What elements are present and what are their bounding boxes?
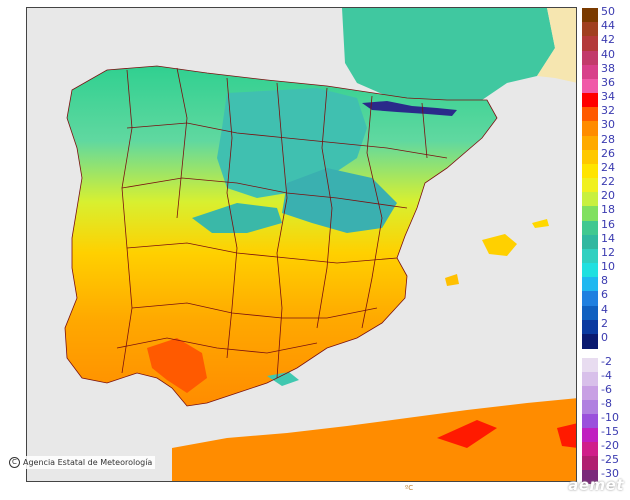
- legend-swatch: [582, 333, 598, 349]
- legend-label: -30: [601, 467, 619, 480]
- legend-swatch: [582, 8, 598, 23]
- legend-label: 10: [601, 260, 615, 273]
- legend-swatch: [582, 470, 598, 484]
- legend-swatch: [582, 149, 598, 165]
- legend-label: 36: [601, 75, 615, 89]
- legend-label: 6: [601, 288, 608, 302]
- legend-label: -20: [601, 439, 619, 452]
- temperature-map: [26, 7, 577, 482]
- legend-swatch: [582, 248, 598, 264]
- ibiza: [445, 274, 459, 286]
- legend-swatch: [582, 234, 598, 250]
- legend-label: 26: [601, 146, 615, 160]
- province-borders: [64, 65, 498, 407]
- legend-label: 50: [601, 5, 615, 18]
- legend-swatch: [582, 93, 598, 108]
- legend-swatch: [582, 64, 598, 80]
- iberian-peninsula: [65, 66, 497, 406]
- legend-swatch: [582, 386, 598, 400]
- legend-label: -8: [601, 397, 612, 410]
- legend-label: 20: [601, 189, 615, 203]
- legend-label: 40: [601, 47, 615, 61]
- legend-swatch: [582, 163, 598, 179]
- legend-swatch: [582, 50, 598, 66]
- legend-label: 8: [601, 274, 608, 288]
- legend-swatch: [582, 319, 598, 335]
- legend-swatch: [582, 135, 598, 151]
- legend-swatch: [582, 291, 598, 307]
- legend-swatch: [582, 22, 598, 38]
- guadalquivir-hot-zone: [147, 338, 207, 393]
- sierra-nevada: [267, 372, 299, 386]
- aemet-logo: aemet: [568, 476, 624, 494]
- legend-label: 30: [601, 118, 615, 132]
- legend-label: -10: [601, 411, 619, 424]
- unit-mark: ºC: [405, 484, 414, 492]
- legend-swatch: [582, 456, 598, 470]
- menorca: [532, 219, 549, 228]
- pyrenees: [362, 101, 457, 116]
- copyright-icon: C: [9, 457, 20, 468]
- legend-label: 12: [601, 245, 615, 259]
- legend-swatch: [582, 206, 598, 222]
- legend-swatch: [582, 78, 598, 94]
- far-france-region: [537, 8, 576, 83]
- legend-label: -15: [601, 425, 619, 438]
- legend-swatch: [582, 277, 598, 293]
- legend-label: 0: [601, 330, 608, 344]
- legend-label: 16: [601, 217, 615, 231]
- legend-label: 42: [601, 33, 615, 47]
- legend-label: -4: [601, 369, 612, 382]
- legend-label: 38: [601, 61, 615, 75]
- central-range: [192, 203, 282, 233]
- north-africa: [172, 398, 576, 481]
- legend-swatch: [582, 107, 598, 123]
- legend-label: 4: [601, 302, 608, 316]
- legend-swatch: [582, 358, 598, 372]
- mallorca: [482, 234, 517, 256]
- legend-label: -2: [601, 355, 612, 368]
- temperature-legend: 50 44 42 40 38 36 34 32 30 28 26 24 22 20 18 16 14 12 10 8 6…: [582, 5, 630, 484]
- legend-label: 28: [601, 132, 615, 146]
- legend-swatch: [582, 414, 598, 428]
- legend-swatch: [582, 372, 598, 386]
- iberian-system: [282, 168, 397, 233]
- legend-swatch: [582, 121, 598, 137]
- credit-text: Agencia Estatal de Meteorología: [23, 458, 153, 467]
- france-region: [342, 8, 555, 108]
- legend-swatch: [582, 192, 598, 208]
- map-canvas: [27, 8, 576, 481]
- atlas-hot-zone: [437, 420, 497, 448]
- legend-swatch: [582, 442, 598, 456]
- legend-label: 2: [601, 316, 608, 330]
- legend-label: -6: [601, 383, 612, 396]
- legend-swatch: [582, 400, 598, 414]
- legend-swatch: [582, 305, 598, 321]
- legend-swatch: [582, 263, 598, 278]
- legend-label: 24: [601, 160, 615, 174]
- legend-label: 34: [601, 90, 615, 103]
- legend-label: -25: [601, 453, 619, 466]
- legend-label: 44: [601, 19, 615, 33]
- legend-label: 22: [601, 175, 615, 188]
- legend-swatch: [582, 428, 598, 442]
- credit-label: C Agencia Estatal de Meteorología: [6, 456, 156, 469]
- legend-swatch: [582, 36, 598, 52]
- legend-swatch: [582, 178, 598, 193]
- legend-swatch: [582, 220, 598, 236]
- legend-label: 14: [601, 231, 615, 245]
- atlas-hot-zone-east: [557, 423, 576, 448]
- legend-label: 32: [601, 104, 615, 118]
- legend-label: 18: [601, 203, 615, 217]
